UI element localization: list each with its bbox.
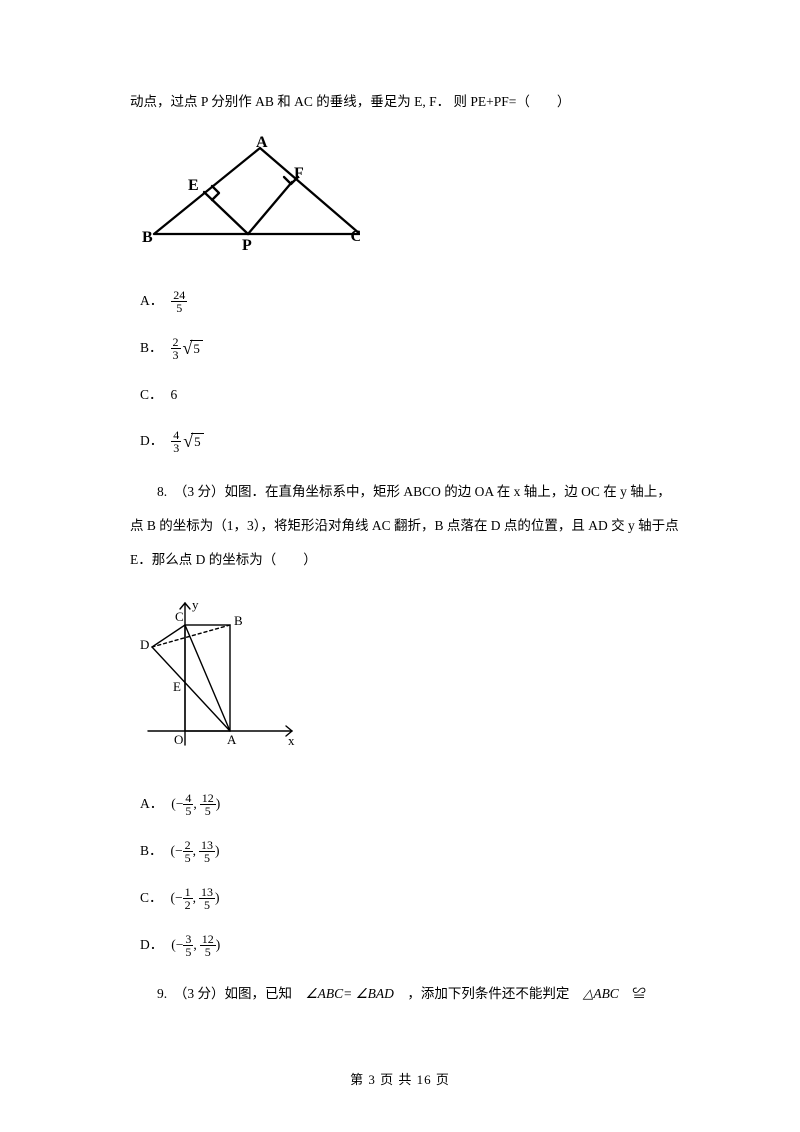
q8-stem-3: E．那么点 D 的坐标为（ ） xyxy=(130,548,682,572)
lbl-P: P xyxy=(242,237,252,254)
opt-label: C． xyxy=(140,383,163,407)
q9-stem: 9. （3 分）如图，已知 ∠ABC= ∠BAD ，添加下列条件还不能判定 △A… xyxy=(130,982,682,1006)
lbl-C: C xyxy=(350,228,360,245)
lbl-E: E xyxy=(173,679,181,694)
lbl-A: A xyxy=(227,732,237,747)
q8-opt-b: B． (−25, 135) xyxy=(140,839,682,864)
opt-label: B． xyxy=(140,336,163,360)
q7-intro: 动点，过点 P 分别作 AB 和 AC 的垂线，垂足为 E, F． 则 PE+P… xyxy=(130,90,682,114)
lbl-x: x xyxy=(288,733,295,748)
coord: (−25, 135) xyxy=(171,839,220,864)
coord: (−12, 135) xyxy=(171,886,220,911)
lbl-F: F xyxy=(294,165,304,182)
sqrt: √5 xyxy=(183,432,203,450)
coord: (−35, 125) xyxy=(171,933,220,958)
opt-label: A． xyxy=(140,289,163,313)
q8-opt-c: C． (−12, 135) xyxy=(140,886,682,911)
lbl-C: C xyxy=(175,609,184,624)
lbl-B: B xyxy=(234,613,243,628)
lbl-y: y xyxy=(192,597,199,612)
q8-stem-1: 8. （3 分）如图．在直角坐标系中，矩形 ABCO 的边 OA 在 x 轴上，… xyxy=(130,480,682,504)
q8-opt-d: D． (−35, 125) xyxy=(140,933,682,958)
q8-stem-2: 点 B 的坐标为（1，3），将矩形沿对角线 AC 翻折，B 点落在 D 点的位置… xyxy=(130,514,682,538)
lbl-A: A xyxy=(256,136,268,151)
lbl-B: B xyxy=(142,229,153,246)
lbl-D: D xyxy=(140,637,149,652)
q8-opt-a: A． (−45, 125) xyxy=(140,792,682,817)
q7-opt-d: D． 4 3 √5 xyxy=(140,429,682,454)
fraction: 2 3 xyxy=(171,336,181,361)
q7-figure: A B C P E F xyxy=(140,136,682,264)
q7-opt-a: A． 24 5 xyxy=(140,289,682,314)
lbl-O: O xyxy=(174,732,183,747)
coord: (−45, 125) xyxy=(171,792,220,817)
q7-opt-c: C． 6 xyxy=(140,383,682,407)
lbl-E: E xyxy=(188,177,199,194)
opt-text: 6 xyxy=(171,383,178,407)
sqrt: √5 xyxy=(183,339,203,357)
q8-figure: O A B C D E x y xyxy=(140,595,682,768)
fraction: 4 3 xyxy=(171,429,181,454)
fraction: 24 5 xyxy=(171,289,187,314)
q7-opt-b: B． 2 3 √5 xyxy=(140,336,682,361)
page-footer: 第 3 页 共 16 页 xyxy=(0,1069,800,1088)
page-body: 动点，过点 P 分别作 AB 和 AC 的垂线，垂足为 E, F． 则 PE+P… xyxy=(0,0,800,1006)
opt-label: D． xyxy=(140,429,163,453)
